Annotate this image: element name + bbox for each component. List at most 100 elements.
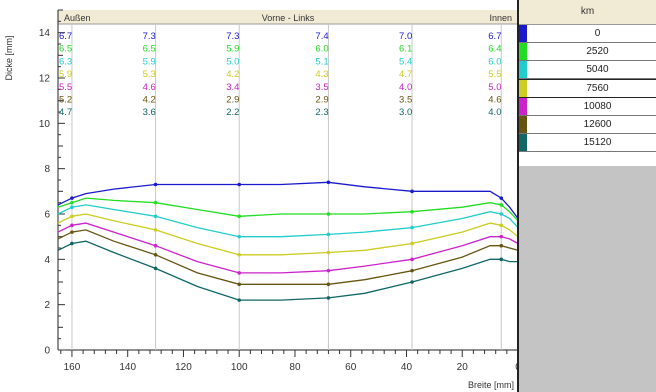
line-chart: Außen Vorne - Links Innen 0 2 4 6 8 10 12 14 16… xyxy=(4,9,520,390)
legend-color-swatch xyxy=(519,98,527,115)
legend-header: km xyxy=(519,0,656,25)
legend-label: 7560 xyxy=(586,83,609,94)
x-tick-label: 120 xyxy=(175,362,192,373)
legend-item[interactable]: 7560 xyxy=(519,79,656,98)
header-left: Außen xyxy=(64,13,91,23)
series-line-12600 xyxy=(57,229,519,285)
data-point xyxy=(70,230,74,234)
data-point xyxy=(237,282,242,287)
value-label: 4.6 xyxy=(143,82,156,93)
data-point xyxy=(410,257,414,262)
value-label: 6.4 xyxy=(488,44,501,55)
x-tick-label: 60 xyxy=(345,362,357,373)
value-label: 5.2 xyxy=(59,95,72,106)
y-axis-label: Dicke [mm] xyxy=(4,36,14,81)
value-label: 5.9 xyxy=(143,56,156,67)
value-label: 2.9 xyxy=(315,95,328,106)
x-tick-label: 100 xyxy=(231,362,248,373)
value-label: 3.4 xyxy=(226,82,239,93)
data-point xyxy=(499,257,504,262)
data-point xyxy=(153,182,158,187)
y-tick-label: 6 xyxy=(44,210,50,221)
legend-color-swatch xyxy=(519,116,527,133)
legend-color-swatch xyxy=(519,25,527,42)
value-label: 5.5 xyxy=(488,69,501,80)
value-label: 5.1 xyxy=(315,56,328,67)
header-center: Vorne - Links xyxy=(262,13,315,23)
x-axis-label: Breite [mm] xyxy=(468,380,514,390)
data-point xyxy=(499,212,504,216)
legend-label: 5040 xyxy=(586,64,609,75)
value-label: 6.0 xyxy=(488,56,501,67)
legend-item[interactable]: 15120 xyxy=(519,134,656,152)
value-label: 2.9 xyxy=(226,95,239,106)
value-label: 5.5 xyxy=(59,82,72,93)
data-point xyxy=(237,271,242,275)
value-label: 6.5 xyxy=(59,44,72,55)
value-label: 4.7 xyxy=(399,69,412,80)
legend-color-swatch xyxy=(519,80,527,97)
y-tick-label: 10 xyxy=(39,119,51,130)
legend-label: 0 xyxy=(594,28,601,39)
data-point xyxy=(326,180,331,185)
value-label: 5.9 xyxy=(59,69,72,80)
data-point xyxy=(499,223,504,228)
series-line-15120 xyxy=(57,240,518,301)
value-label: 6.0 xyxy=(315,44,328,55)
y-tick-label: 4 xyxy=(44,255,50,266)
data-point xyxy=(410,189,414,194)
x-tick-label: 160 xyxy=(64,362,81,373)
data-point xyxy=(153,253,158,257)
legend-color-swatch xyxy=(519,43,527,60)
x-tick-label: 20 xyxy=(457,362,469,373)
data-point xyxy=(70,205,74,209)
value-label: 5.0 xyxy=(488,82,501,93)
legend-item[interactable]: 5040 xyxy=(519,61,656,79)
data-point xyxy=(237,298,242,302)
value-label: 6.1 xyxy=(399,44,412,55)
data-point xyxy=(410,280,414,284)
value-label: 3.6 xyxy=(143,107,156,118)
legend-label: 2520 xyxy=(586,46,609,57)
x-tick-label: 80 xyxy=(289,362,301,373)
legend-label: 12600 xyxy=(583,119,612,130)
value-label: 6.7 xyxy=(59,31,72,42)
value-label: 5.0 xyxy=(226,56,239,67)
legend-item[interactable]: 12600 xyxy=(519,116,656,134)
value-label: 4.2 xyxy=(226,69,239,80)
data-point xyxy=(326,250,331,255)
y-tick-label: 12 xyxy=(39,74,51,85)
value-label: 4.2 xyxy=(143,95,156,106)
value-label: 4.6 xyxy=(488,95,501,106)
value-label: 5.3 xyxy=(143,69,156,80)
legend-color-swatch xyxy=(519,134,527,151)
value-label: 4.7 xyxy=(59,107,72,118)
header-right: Innen xyxy=(489,13,512,23)
value-label: 4.0 xyxy=(488,107,501,118)
legend-item[interactable]: 0 xyxy=(519,25,656,43)
value-label: 7.3 xyxy=(226,31,239,42)
data-point xyxy=(499,234,504,239)
legend-item[interactable]: 10080 xyxy=(519,98,656,116)
data-point xyxy=(237,253,242,257)
data-point xyxy=(410,268,414,273)
x-tick-label: 40 xyxy=(401,362,413,373)
legend-panel: km 0 2520 5040 7560 10080 12600 15120 xyxy=(517,0,656,392)
data-point xyxy=(326,212,331,216)
data-point xyxy=(70,196,74,200)
data-point xyxy=(499,196,504,200)
series-line-5040 xyxy=(57,204,519,238)
data-point xyxy=(70,214,74,219)
data-point xyxy=(237,234,242,239)
series-line-7560 xyxy=(57,213,519,256)
legend-label: 10080 xyxy=(583,101,612,112)
legend-item[interactable]: 2520 xyxy=(519,43,656,61)
data-point xyxy=(153,200,158,205)
value-label: 2.2 xyxy=(226,107,239,118)
legend-label: 15120 xyxy=(583,137,612,148)
value-label: 6.7 xyxy=(488,31,501,42)
value-label: 3.0 xyxy=(399,107,412,118)
legend-color-swatch xyxy=(519,61,527,78)
value-label: 7.4 xyxy=(315,31,328,42)
